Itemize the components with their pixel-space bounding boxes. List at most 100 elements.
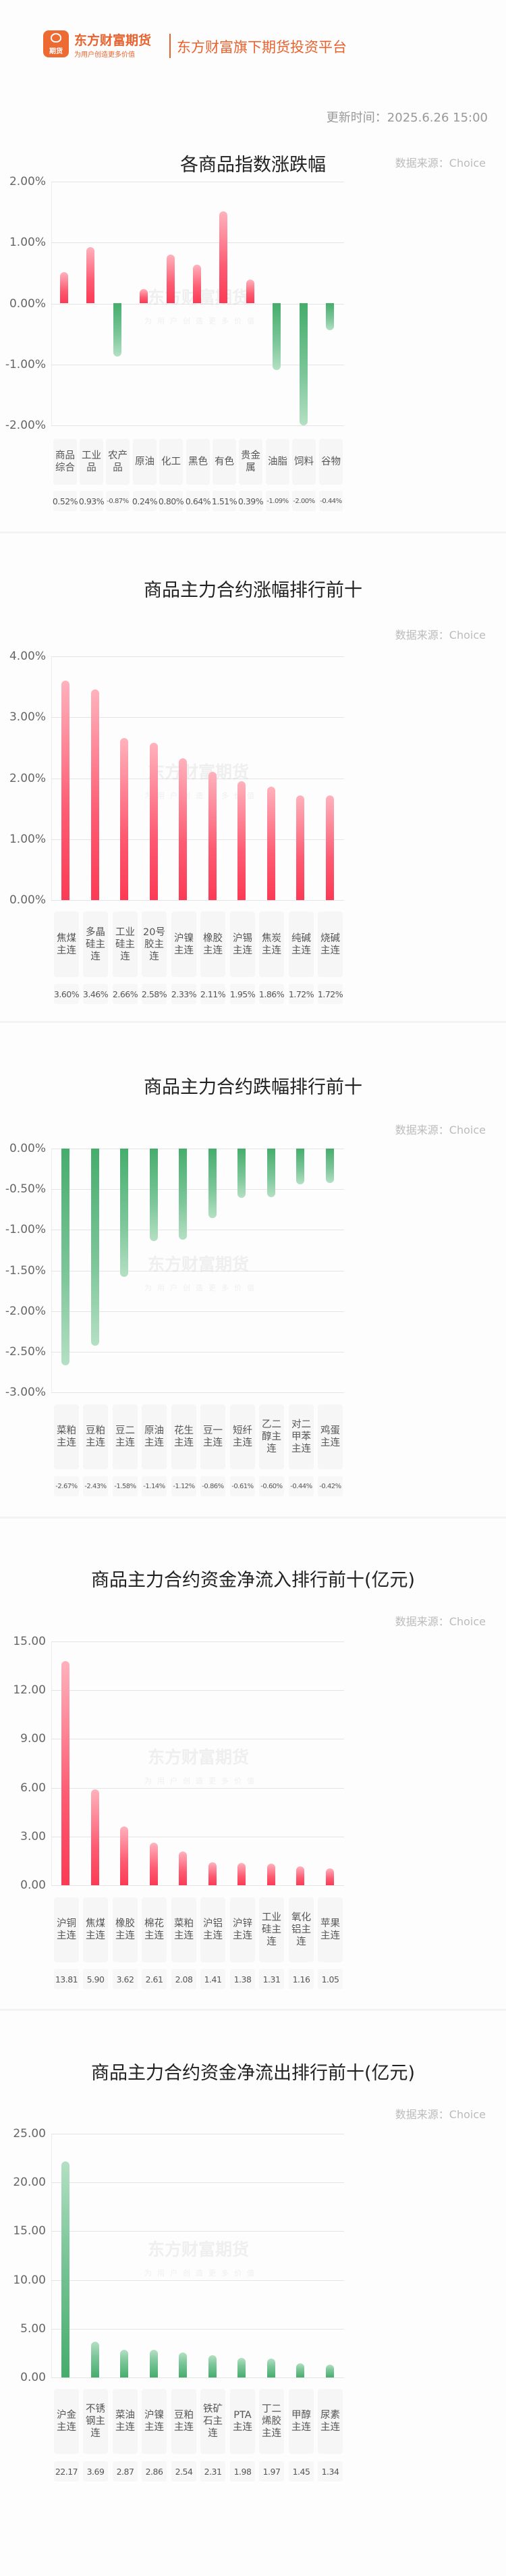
category-label: 丁二 烯胶 主连: [259, 2389, 284, 2454]
bar[interactable]: [326, 795, 334, 900]
y-tick-label: 2.00%: [9, 772, 46, 785]
y-tick-label: -3.00%: [5, 1386, 46, 1399]
bar[interactable]: [113, 303, 121, 357]
category-label: 短纤 主连: [230, 1404, 255, 1469]
bar[interactable]: [61, 2161, 69, 2377]
bar[interactable]: [61, 1661, 69, 1885]
bar[interactable]: [179, 1149, 187, 1240]
value-label: 2.33%: [171, 984, 197, 1004]
bar[interactable]: [179, 758, 187, 900]
bar[interactable]: [91, 2342, 99, 2377]
bar[interactable]: [326, 1149, 334, 1183]
bar[interactable]: [237, 1149, 246, 1198]
category-label: 工业 硅主 连: [113, 912, 138, 977]
section-title-net-inflow: 商品主力合约资金净流入排行前十(亿元): [90, 1570, 416, 1591]
bar[interactable]: [150, 1149, 158, 1241]
bar[interactable]: [61, 681, 69, 900]
category-label: 饲料: [292, 439, 316, 485]
bar[interactable]: [237, 781, 246, 900]
bar[interactable]: [167, 255, 175, 303]
bar[interactable]: [326, 1868, 334, 1885]
y-tick-label: 0.00%: [9, 297, 46, 311]
bar[interactable]: [120, 1826, 128, 1885]
y-tick-label: 3.00%: [9, 710, 46, 724]
y-axis-line: [51, 656, 52, 900]
bar[interactable]: [237, 2358, 246, 2377]
gridline: [51, 2231, 344, 2232]
value-label: -1.14%: [142, 1476, 167, 1496]
y-tick-label: 3.00: [20, 1830, 46, 1843]
category-label: 豆一 主连: [200, 1404, 225, 1469]
bar[interactable]: [326, 2365, 334, 2377]
bar[interactable]: [219, 211, 227, 303]
bar[interactable]: [91, 1789, 99, 1885]
value-label: 2.11%: [200, 984, 226, 1004]
bar[interactable]: [86, 247, 94, 303]
value-label: 2.58%: [142, 984, 167, 1004]
data-source-label: 数据来源：Choice: [395, 2108, 486, 2121]
value-label: 1.72%: [289, 984, 314, 1004]
bar[interactable]: [300, 303, 308, 425]
section-title-top-losers: 商品主力合约跌幅排行前十: [144, 1077, 362, 1098]
bar[interactable]: [61, 1149, 69, 1365]
brand-slogan: 为用户创造更多价值: [74, 51, 135, 59]
y-tick-label: 2.00%: [9, 175, 46, 188]
gridline: [51, 717, 344, 718]
bar[interactable]: [267, 787, 275, 900]
section-divider: [0, 1517, 506, 1519]
value-label: 5.90: [83, 1969, 108, 1989]
category-label: 菜油 主连: [113, 2389, 138, 2454]
bar[interactable]: [140, 289, 148, 303]
bar[interactable]: [267, 1149, 275, 1197]
category-label: 黑色: [186, 439, 210, 485]
bar[interactable]: [296, 2363, 304, 2377]
watermark: 东方财富期货为用户创造更多价值: [144, 2239, 260, 2278]
gridline: [51, 656, 344, 657]
gridline: [51, 1690, 344, 1691]
value-label: 0.52%: [53, 491, 78, 511]
bar[interactable]: [267, 1864, 275, 1885]
category-label: 橡胶 主连: [200, 912, 225, 977]
bar[interactable]: [208, 2355, 217, 2377]
value-label: -1.58%: [113, 1476, 138, 1496]
bar[interactable]: [120, 738, 128, 900]
bar[interactable]: [150, 1843, 158, 1885]
bar[interactable]: [150, 743, 158, 900]
brand-divider: [169, 34, 171, 58]
bar[interactable]: [91, 1149, 99, 1346]
bar[interactable]: [273, 303, 281, 370]
bar[interactable]: [296, 795, 304, 900]
category-label: 鸡蛋 主连: [318, 1404, 343, 1469]
section-divider: [0, 1021, 506, 1023]
bar[interactable]: [326, 303, 334, 330]
watermark: 东方财富期货为用户创造更多价值: [144, 1747, 260, 1785]
bar[interactable]: [208, 1862, 217, 1885]
bar[interactable]: [296, 1149, 304, 1184]
bar[interactable]: [91, 689, 99, 900]
y-tick-label: 0.00%: [9, 893, 46, 907]
bar[interactable]: [60, 272, 68, 303]
y-tick-label: -0.50%: [5, 1182, 46, 1196]
bar[interactable]: [193, 265, 201, 303]
value-label: -0.60%: [259, 1476, 284, 1496]
value-label: 2.31: [200, 2461, 225, 2481]
value-label: 0.39%: [238, 491, 264, 511]
bar[interactable]: [246, 280, 254, 303]
gridline: [51, 900, 344, 901]
bar[interactable]: [150, 2350, 158, 2377]
bar[interactable]: [179, 2352, 187, 2377]
bar[interactable]: [296, 1866, 304, 1885]
category-label: 有色: [213, 439, 236, 485]
y-tick-label: 25.00: [13, 2127, 46, 2140]
bar[interactable]: [120, 1149, 128, 1277]
brand-logo-icon: 期货: [43, 30, 69, 57]
bar[interactable]: [237, 1863, 246, 1885]
category-label: 豆二 主连: [113, 1404, 138, 1469]
bar[interactable]: [208, 1149, 217, 1218]
bar[interactable]: [179, 1851, 187, 1885]
bar[interactable]: [120, 2350, 128, 2377]
category-label: 豆粕 主连: [83, 1404, 108, 1469]
bar[interactable]: [267, 2359, 275, 2377]
bar[interactable]: [208, 772, 217, 900]
category-label: 纯碱 主连: [289, 912, 314, 977]
